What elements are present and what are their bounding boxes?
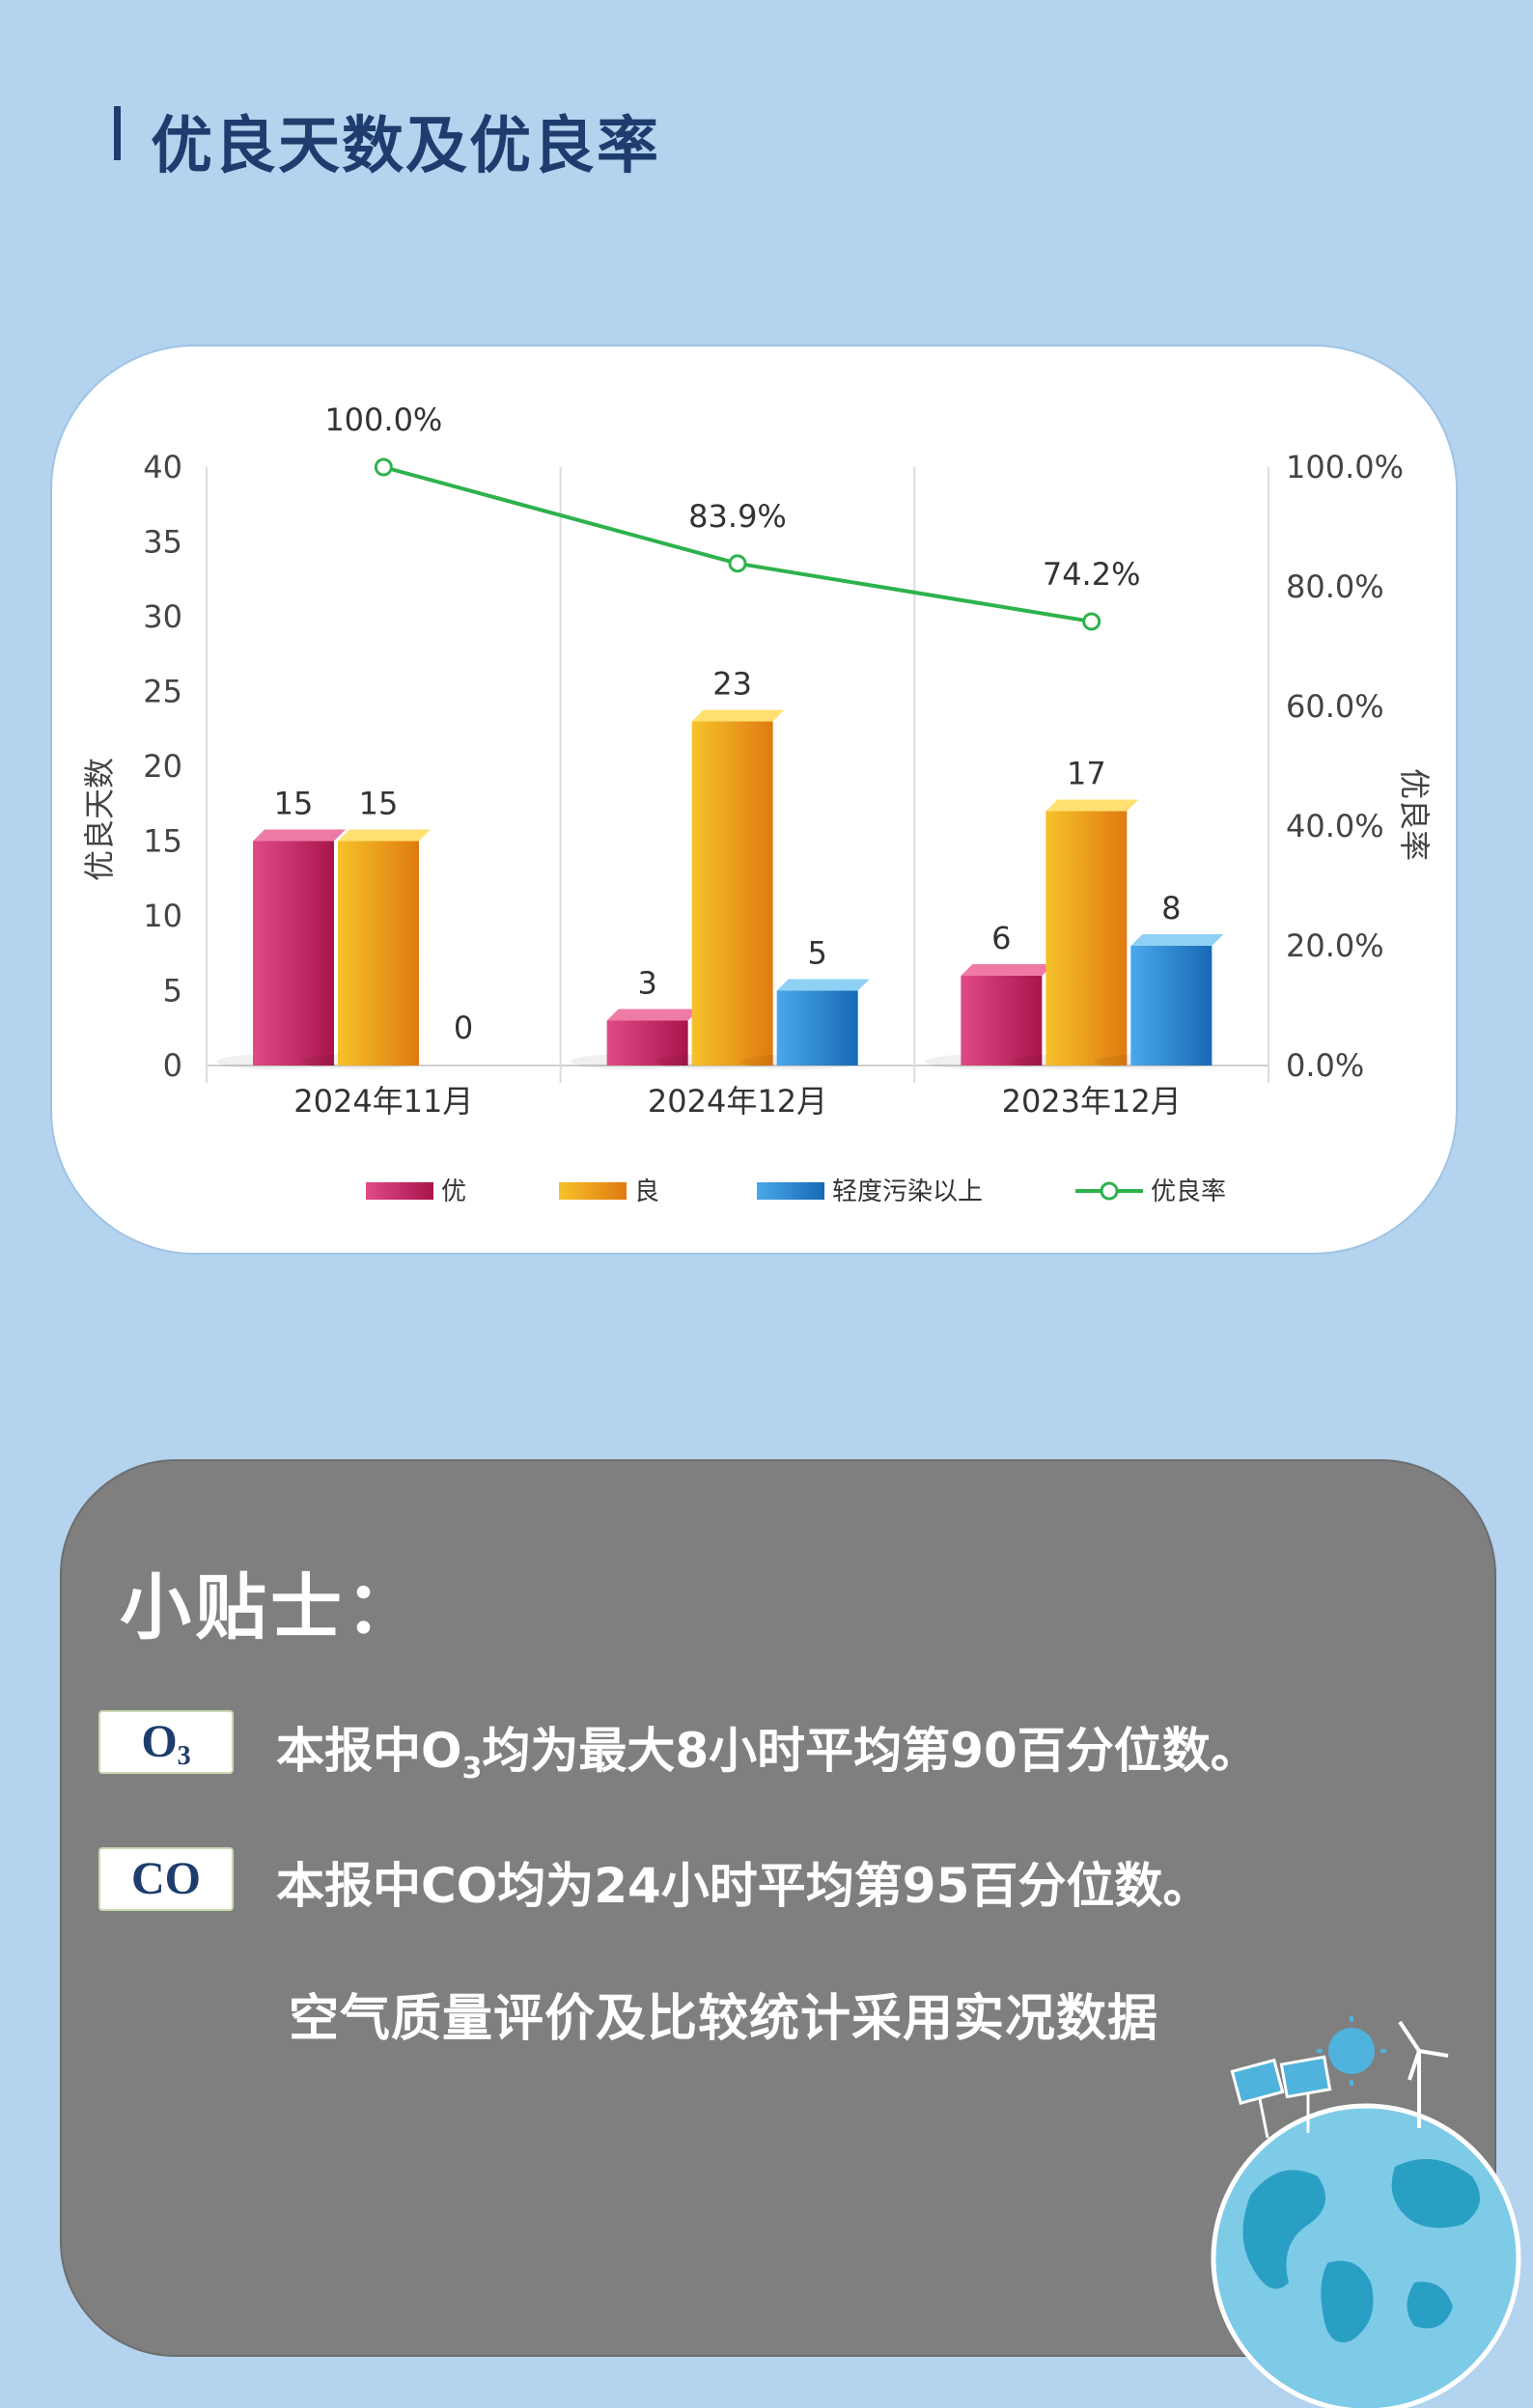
- legend-label: 优良率: [1151, 1177, 1226, 1206]
- x-tick-label: 2023年12月: [1002, 1083, 1182, 1120]
- y-right-tick-label: 80.0%: [1286, 568, 1384, 605]
- x-tick-label: 2024年12月: [648, 1083, 827, 1120]
- o3-badge: O3: [98, 1710, 234, 1774]
- y-tick-label: 10: [143, 898, 182, 934]
- y-axis-title: 优良天数: [81, 758, 118, 881]
- legend-label: 良: [634, 1177, 659, 1206]
- y-tick-label: 40: [143, 449, 182, 485]
- title-accent-bar: [114, 106, 121, 160]
- excellent-days-chart: 05101520253035400.0%20.0%40.0%60.0%80.0%…: [81, 401, 1433, 1206]
- bar: [776, 990, 858, 1066]
- bar-value-label: 0: [454, 1010, 473, 1046]
- bar-top-face: [961, 964, 1054, 976]
- bar-top-face: [1045, 799, 1139, 812]
- y-right-tick-label: 60.0%: [1286, 688, 1384, 725]
- x-tick-label: 2024年11月: [293, 1083, 473, 1120]
- legend-swatch: [366, 1182, 433, 1200]
- bar-value-label: 8: [1161, 890, 1181, 927]
- co-badge: CO: [98, 1847, 234, 1911]
- co-tip-text: 本报中CO均为24小时平均第95百分位数。: [276, 1858, 1212, 1914]
- y-tick-label: 20: [143, 748, 182, 785]
- rate-point: [374, 457, 393, 477]
- y-tick-label: 25: [143, 674, 182, 710]
- rate-point: [1082, 612, 1101, 631]
- y-tick-label: 35: [143, 524, 182, 561]
- bar-top-face: [338, 829, 431, 842]
- data-source-note: 空气质量评价及比较统计采用实况数据: [289, 1990, 1159, 2048]
- bar-value-label: 15: [274, 786, 314, 822]
- bar-value-label: 3: [637, 965, 656, 1002]
- legend-swatch: [757, 1182, 824, 1200]
- rate-value-label: 74.2%: [1043, 556, 1141, 593]
- bar-value-label: 15: [359, 786, 399, 822]
- bar-top-face: [606, 1009, 700, 1021]
- rate-line: [382, 465, 1092, 623]
- y-tick-label: 5: [163, 973, 182, 1010]
- rate-point: [728, 554, 747, 573]
- bar-top-face: [691, 709, 785, 722]
- y-right-tick-label: 0.0%: [1286, 1047, 1364, 1084]
- bar-value-label: 5: [807, 935, 826, 972]
- legend-swatch: [559, 1182, 627, 1200]
- bar-value-label: 23: [712, 666, 752, 703]
- bar: [1130, 946, 1212, 1066]
- chart-card: 0 5 10 15 20 25 30 35 40 0.0% 20.0% 40.0% 60.0% 80.0%…: [50, 345, 1458, 1255]
- bar: [338, 841, 419, 1066]
- legend-label: 轻度污染以上: [832, 1177, 983, 1206]
- rate-value-label: 100.0%: [324, 401, 442, 438]
- bar-value-label: 17: [1067, 756, 1106, 792]
- bar-top-face: [776, 979, 870, 991]
- y-right-tick-label: 20.0%: [1286, 927, 1384, 964]
- y-tick-label: 0: [163, 1047, 182, 1084]
- earth-illustration: [1211, 2016, 1521, 2408]
- legend-line-marker: [1100, 1181, 1119, 1201]
- bar-top-face: [1130, 934, 1224, 946]
- tips-title: 小贴士：: [120, 1566, 421, 1649]
- bar: [253, 841, 334, 1066]
- y-right-axis-title: 优良率: [1396, 768, 1433, 861]
- o3-tip-text: 本报中O3均为最大8小时平均第90百分位数。: [276, 1723, 1259, 1785]
- bar: [1045, 811, 1128, 1066]
- rate-value-label: 83.9%: [688, 498, 787, 535]
- legend-label: 优: [441, 1177, 466, 1206]
- bar: [961, 976, 1043, 1066]
- bar: [606, 1020, 688, 1066]
- y-right-tick-label: 40.0%: [1286, 808, 1384, 844]
- page-title: 优良天数及优良率: [151, 111, 660, 182]
- y-tick-label: 15: [143, 823, 182, 860]
- bar: [691, 721, 773, 1066]
- y-tick-label: 30: [143, 598, 182, 635]
- y-right-tick-label: 100.0%: [1286, 449, 1404, 485]
- bar-top-face: [253, 829, 346, 842]
- bar-value-label: 6: [991, 920, 1011, 956]
